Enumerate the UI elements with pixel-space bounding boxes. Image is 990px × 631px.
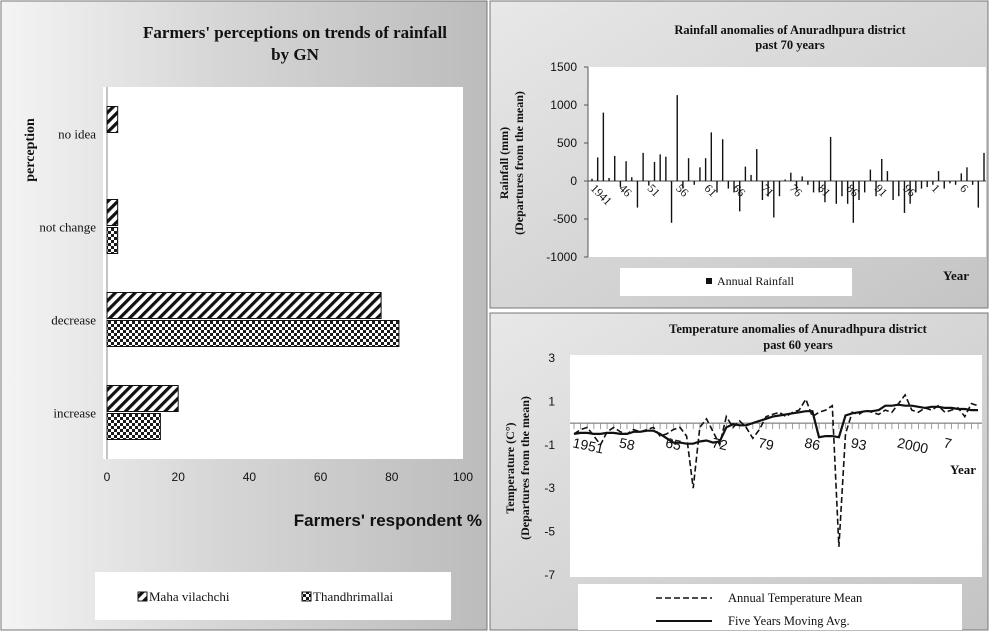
legend-label-five-years-moving-avg: Five Years Moving Avg. (728, 614, 850, 628)
temperature-title-line2: past 60 years (763, 338, 833, 352)
perception-x-ticks: 0 20 40 60 80 100 (104, 470, 474, 484)
legend-label-maha-vilachchi: Maha vilachchi (149, 589, 230, 604)
bar-thandhrimallai-not-change (106, 227, 119, 254)
temperature-x-ticks: 1951 58 65 72 79 86 93 2000 7 (571, 434, 953, 456)
perception-x-tick-80: 80 (385, 470, 399, 484)
category-label-increase: increase (53, 406, 96, 421)
perception-title-line1: Farmers' perceptions on trends of rainfa… (143, 23, 447, 42)
temperature-x-tick-58: 58 (618, 434, 637, 453)
rainfall-legend (620, 268, 852, 296)
rainfall-y-tick-1000: -1000 (546, 250, 577, 264)
rainfall-bars (591, 95, 985, 223)
temperature-y-tick-1: 1 (548, 394, 555, 408)
perception-x-label: Farmers' respondent % (294, 511, 482, 530)
rainfall-x-label: Year (943, 268, 969, 283)
temperature-lines (573, 393, 979, 547)
bar-maha-vilachchi-no-idea (106, 106, 119, 133)
temperature-y-label-line1: Temperature (C°) (503, 422, 517, 513)
temperature-y-tick-3: -3 (544, 481, 555, 495)
perception-title-line2: by GN (271, 45, 319, 64)
temperature-y-tick-7: -7 (544, 568, 555, 582)
category-label-no-idea: no idea (58, 127, 96, 142)
rainfall-title-line2: past 70 years (755, 38, 825, 52)
temperature-title-line1: Temperature anomalies of Anuradhpura dis… (669, 322, 927, 336)
bar-maha-vilachchi-increase (106, 385, 179, 412)
legend-label-annual-temperature-mean: Annual Temperature Mean (728, 591, 863, 605)
rainfall-y-tick-500: -500 (553, 212, 577, 226)
temperature-y-tick-3: 3 (548, 351, 555, 365)
rainfall-y-ticks: 1500 1000 500 0 -500 -1000 (546, 60, 986, 264)
temperature-y-ticks: 3 1 -1 -3 -5 -7 (544, 351, 555, 582)
perception-x-tick-100: 100 (453, 470, 473, 484)
temperature-y-tick-5: -5 (544, 525, 555, 539)
legend-swatch-maha-vilachchi (137, 591, 148, 602)
rainfall-y-label-line1: Rainfall (mm) (497, 127, 511, 199)
perception-y-label: perception (23, 118, 38, 182)
temperature-x-tick-79: 79 (757, 434, 776, 453)
perception-x-tick-40: 40 (243, 470, 257, 484)
panel-perception: Farmers' perceptions on trends of rainfa… (0, 0, 488, 631)
series-line-five-years-moving-avg (573, 403, 978, 445)
category-label-not-change: not change (39, 220, 96, 235)
rainfall-title-line1: Rainfall anomalies of Anuradhpura distri… (674, 23, 906, 37)
legend-label-annual-rainfall: Annual Rainfall (717, 274, 795, 288)
temperature-y-label-line2: (Departures from the mean) (518, 396, 532, 540)
temperature-x-label: Year (950, 462, 976, 477)
perception-x-tick-20: 20 (172, 470, 186, 484)
rainfall-y-tick-0: 0 (570, 174, 577, 188)
temperature-x-tick-86: 86 (803, 434, 822, 453)
perception-category-labels: increase decrease not change no idea (39, 127, 96, 421)
legend-swatch-annual-rainfall (706, 278, 712, 284)
temperature-plot-area (570, 355, 982, 577)
panel-rainfall: Rainfall anomalies of Anuradhpura distri… (489, 0, 989, 309)
temperature-legend (578, 584, 962, 630)
bar-maha-vilachchi-decrease (106, 292, 382, 319)
panel-temperature: Temperature anomalies of Anuradhpura dis… (489, 312, 989, 631)
rainfall-y-tick-500: 500 (557, 136, 577, 150)
category-label-decrease: decrease (51, 313, 96, 328)
temperature-x-tick-7: 7 (942, 434, 953, 451)
rainfall-y-tick-1000: 1000 (550, 98, 577, 112)
temperature-x-tick-1951: 1951 (571, 434, 605, 456)
legend-label-thandhrimallai: Thandhrimallai (313, 589, 394, 604)
bar-thandhrimallai-decrease (106, 320, 400, 347)
perception-x-tick-60: 60 (314, 470, 328, 484)
temperature-x-tick-93: 93 (850, 434, 869, 453)
temperature-y-tick-1: -1 (544, 438, 555, 452)
legend-swatch-thandhrimallai (301, 591, 312, 602)
perception-legend (95, 572, 451, 620)
temperature-x-tick-65: 65 (664, 434, 683, 453)
rainfall-plot-area (588, 67, 986, 257)
bar-thandhrimallai-increase (106, 413, 161, 440)
perception-bars (106, 106, 400, 440)
rainfall-y-label-line2: (Departures from the mean) (512, 91, 526, 235)
bar-maha-vilachchi-not-change (106, 199, 119, 226)
temperature-x-tick-72: 72 (710, 434, 729, 453)
rainfall-y-tick-1500: 1500 (550, 60, 577, 74)
perception-x-tick-0: 0 (104, 470, 111, 484)
temperature-x-tick-2000: 2000 (896, 434, 930, 456)
